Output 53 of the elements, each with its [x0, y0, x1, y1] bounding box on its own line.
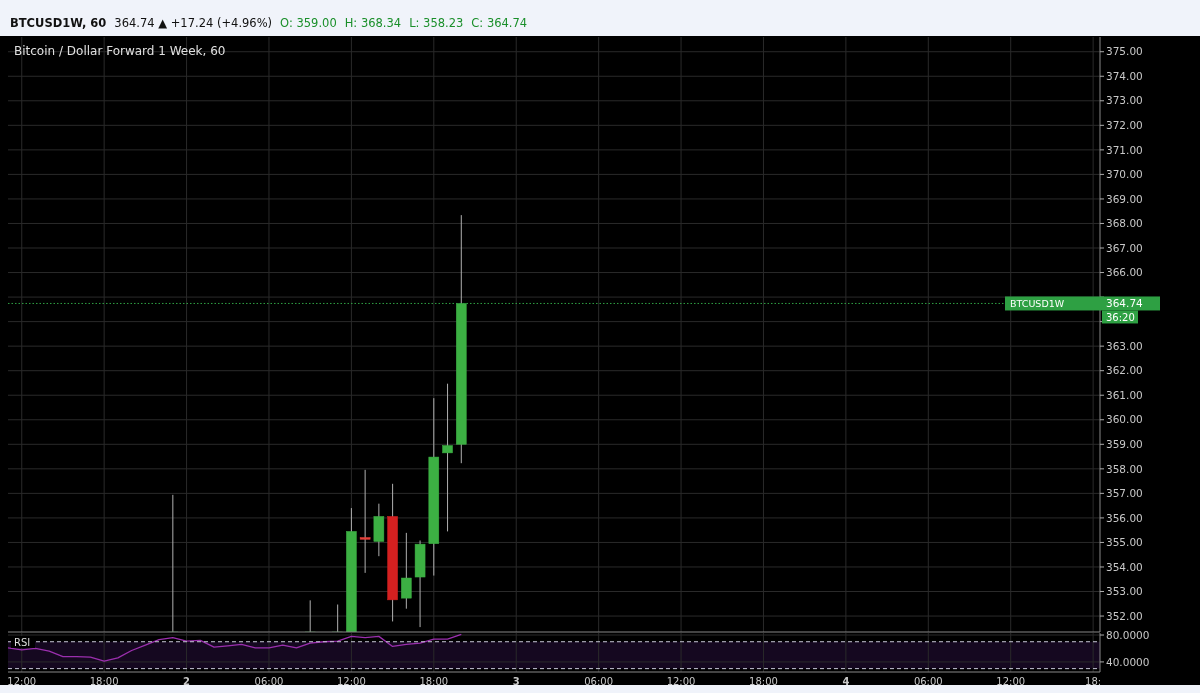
y-tick-label: 367.00 — [1106, 241, 1143, 254]
candlestick — [401, 532, 412, 610]
text: O: 359.00 — [280, 16, 337, 30]
text: 364.74 ▲ +17.24 (+4.96%) — [114, 16, 273, 30]
y-tick-label: 360.00 — [1106, 413, 1143, 426]
text: L: 358.23 — [409, 16, 464, 30]
y-tick-label: 373.00 — [1106, 94, 1143, 107]
x-tick-label: 18:00 — [89, 676, 119, 687]
y-tick-label: 374.00 — [1106, 69, 1143, 82]
y-tick-label: 354.00 — [1106, 560, 1143, 573]
candlestick — [442, 383, 453, 532]
text: BTCUSD1W, 60 — [10, 16, 107, 30]
ref-line-label: BTCUSD1W — [1010, 297, 1065, 309]
x-tick-label: 4 — [842, 676, 850, 687]
y-tick-label: 370.00 — [1106, 168, 1143, 181]
x-tick-label: 06:00 — [254, 676, 284, 687]
y-tick-label: 369.00 — [1106, 192, 1143, 205]
x-tick-label: 06:00 — [913, 676, 943, 687]
y-tick-label: 362.00 — [1106, 364, 1143, 377]
y-tick-label: 375.00 — [1106, 45, 1143, 58]
y-tick-label: 368.00 — [1106, 217, 1143, 230]
x-tick-label: 12:00 — [666, 676, 696, 687]
text: 364.74 — [1106, 297, 1144, 310]
y-tick-label: 361.00 — [1106, 388, 1143, 401]
y-tick-label: 357.00 — [1106, 487, 1143, 500]
chart-title: RSI — [14, 637, 31, 648]
x-tick-label: 18:00 — [749, 676, 778, 687]
y-tick-label: 356.00 — [1106, 511, 1143, 524]
y-tick-label: 363.00 — [1106, 339, 1143, 352]
y-tick-label: 372.00 — [1106, 119, 1143, 131]
y-tick-label: 355.00 — [1106, 536, 1143, 549]
x-tick-label: 06:00 — [584, 676, 614, 687]
y-tick-label: 366.00 — [1106, 266, 1143, 279]
x-tick-label: 12:00 — [7, 676, 37, 687]
candlestick — [359, 469, 371, 574]
x-tick-label: 12:00 — [996, 676, 1026, 687]
y-tick-label: 353.00 — [1106, 585, 1143, 598]
x-tick-label: 2 — [183, 676, 191, 687]
y-tick-label: 371.00 — [1106, 143, 1143, 156]
text: H: 368.34 — [344, 16, 402, 30]
text: C: 364.74 — [471, 16, 528, 30]
x-tick-label: 18:00 — [419, 676, 449, 687]
y-tick-label: 358.00 — [1106, 462, 1143, 475]
y-tick-label: 40.0000 — [1106, 655, 1150, 668]
y-tick-label: 352.00 — [1106, 609, 1143, 622]
line-series — [8, 633, 462, 662]
x-tick-label: 3 — [512, 676, 520, 687]
y-tick-label: 359.00 — [1106, 437, 1143, 450]
text: 36:20 — [1106, 311, 1135, 323]
y-tick-label: 80.0000 — [1106, 628, 1150, 641]
text: Bitcoin / Dollar Forward 1 Week, 60 — [14, 44, 226, 58]
x-tick-label: 18: — [1085, 676, 1102, 687]
x-tick-label: 12:00 — [336, 676, 366, 687]
